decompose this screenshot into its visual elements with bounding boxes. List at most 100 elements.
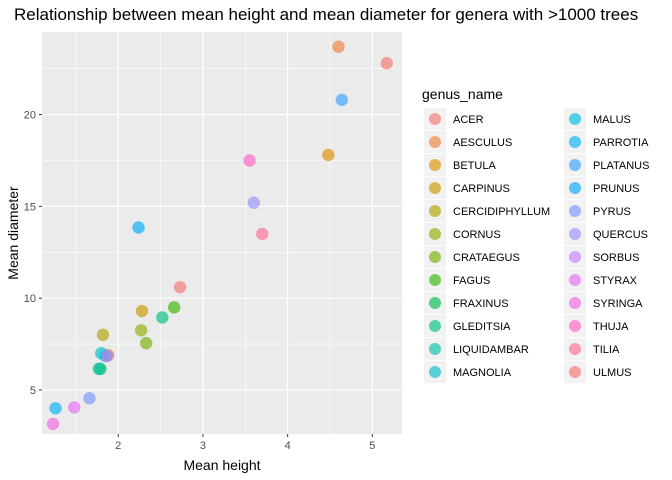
data-point <box>132 221 145 234</box>
legend-label: SORBUS <box>593 252 639 264</box>
legend-item: FRAXINUS <box>424 292 509 314</box>
chart-title: Relationship between mean height and mea… <box>14 5 638 24</box>
data-point <box>173 280 187 294</box>
data-point <box>83 392 96 405</box>
legend-item: STYRAX <box>564 269 638 291</box>
y-tick-label: 10 <box>24 293 36 305</box>
legend-swatch <box>429 251 441 263</box>
legend-swatch <box>429 297 441 309</box>
legend-label: THUJA <box>593 321 629 333</box>
legend-item: BETULA <box>424 154 496 176</box>
data-point <box>167 301 181 314</box>
data-point <box>92 362 105 376</box>
y-tick-label: 5 <box>30 385 36 397</box>
data-points <box>46 40 393 431</box>
x-tick-label: 3 <box>200 440 206 452</box>
legend-item: PARROTIA <box>564 131 649 153</box>
legend-item: FAGUS <box>424 269 490 291</box>
legend-swatch <box>569 136 581 148</box>
legend-label: PYRUS <box>593 206 631 218</box>
legend-swatch <box>429 159 441 171</box>
data-point <box>247 196 260 209</box>
legend: ACER AESCULUS BETULA CARPINUS CERCIDIPHYLLUM… <box>424 108 649 383</box>
legend-label: CRATAEGUS <box>453 252 520 264</box>
x-axis-title: Mean height <box>183 457 260 473</box>
legend-item: SORBUS <box>564 246 639 268</box>
data-point <box>335 93 349 107</box>
y-axis: 5 10 15 20 <box>24 110 42 397</box>
x-tick-label: 4 <box>285 440 291 452</box>
data-point <box>49 402 62 415</box>
y-tick-label: 20 <box>24 110 36 122</box>
data-point <box>322 148 335 162</box>
legend-item: MAGNOLIA <box>424 361 512 383</box>
data-point <box>256 227 269 241</box>
legend-label: FAGUS <box>453 275 490 287</box>
legend-label: MALUS <box>593 114 631 126</box>
legend-label: AESCULUS <box>453 137 512 149</box>
legend-swatch <box>569 251 581 263</box>
x-tick-label: 2 <box>115 440 121 452</box>
legend-item: PYRUS <box>564 200 631 222</box>
legend-swatch <box>569 366 581 378</box>
legend-swatch <box>429 205 441 217</box>
legend-swatch <box>569 274 581 286</box>
legend-label: GLEDITSIA <box>453 321 511 333</box>
data-point <box>134 324 148 337</box>
legend-item: AESCULUS <box>424 131 512 153</box>
legend-swatch <box>429 366 441 378</box>
data-point <box>139 336 153 350</box>
legend-label: LIQUIDAMBAR <box>453 344 529 356</box>
data-point <box>96 328 110 342</box>
legend-swatch <box>569 159 581 171</box>
legend-label: PARROTIA <box>593 137 649 149</box>
legend-label: MAGNOLIA <box>453 367 512 379</box>
legend-item: ACER <box>424 108 484 130</box>
legend-swatch <box>429 113 441 125</box>
legend-swatch <box>569 113 581 125</box>
data-point <box>67 401 81 414</box>
data-point <box>243 154 256 167</box>
data-point <box>46 417 60 431</box>
data-point <box>101 349 114 363</box>
legend-swatch <box>429 320 441 332</box>
legend-swatch <box>429 136 441 148</box>
legend-label: CORNUS <box>453 229 501 241</box>
y-axis-title: Mean diameter <box>5 186 21 280</box>
legend-label: PRUNUS <box>593 183 639 195</box>
data-point <box>135 304 149 318</box>
legend-item: CORNUS <box>424 223 501 245</box>
legend-item: LIQUIDAMBAR <box>424 338 529 360</box>
legend-label: ULMUS <box>593 367 632 379</box>
legend-swatch <box>569 205 581 217</box>
legend-item: SYRINGA <box>564 292 643 314</box>
legend-item: MALUS <box>564 108 631 130</box>
legend-label: STYRAX <box>593 275 638 287</box>
legend-swatch <box>429 343 441 355</box>
legend-label: FRAXINUS <box>453 298 509 310</box>
y-tick-label: 15 <box>24 201 36 213</box>
legend-swatch <box>569 297 581 309</box>
legend-swatch <box>569 182 581 194</box>
legend-label: ACER <box>453 114 484 126</box>
legend-item: ULMUS <box>564 361 632 383</box>
legend-label: CERCIDIPHYLLUM <box>453 206 550 218</box>
legend-item: GLEDITSIA <box>424 315 511 337</box>
legend-label: PLATANUS <box>593 160 649 172</box>
legend-label: QUERCUS <box>593 229 648 241</box>
legend-label: SYRINGA <box>593 298 643 310</box>
data-point <box>380 57 393 70</box>
legend-swatch <box>569 228 581 240</box>
legend-item: PLATANUS <box>564 154 649 176</box>
legend-item: THUJA <box>564 315 629 337</box>
data-point <box>156 311 169 324</box>
legend-label: BETULA <box>453 160 496 172</box>
legend-item: CRATAEGUS <box>424 246 520 268</box>
legend-label: CARPINUS <box>453 183 510 195</box>
legend-item: TILIA <box>564 338 620 360</box>
legend-title: genus_name <box>422 86 503 102</box>
legend-swatch <box>569 343 581 355</box>
legend-item: QUERCUS <box>564 223 648 245</box>
legend-swatch <box>429 182 441 194</box>
